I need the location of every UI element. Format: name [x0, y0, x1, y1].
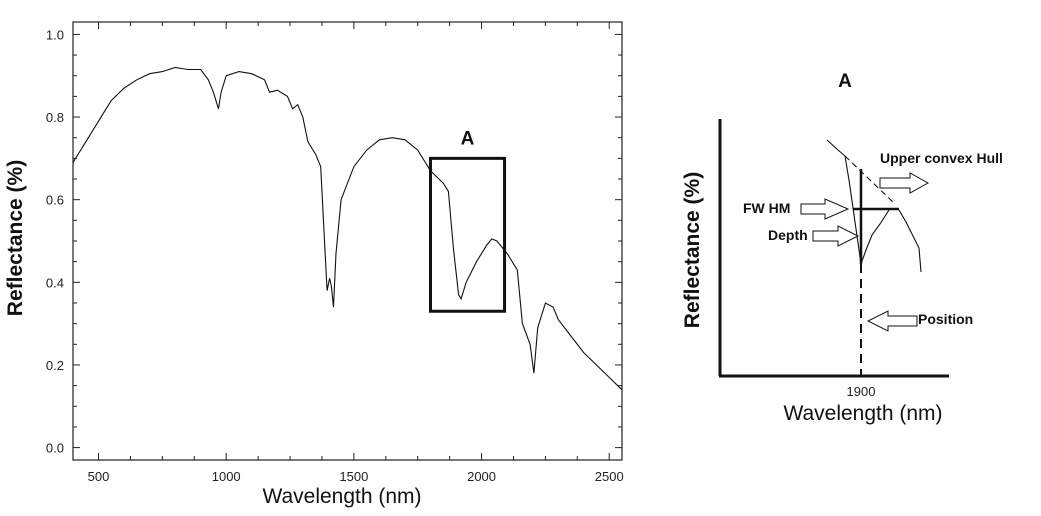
y-tick-label: 0.8	[46, 110, 64, 125]
y-tick-label: 0.0	[46, 441, 64, 456]
arrow-right-icon	[879, 172, 930, 194]
inset-y-axis-label: Reflectance (%)	[681, 172, 704, 328]
inset-title: A	[838, 71, 852, 92]
y-tick-label: 0.6	[46, 193, 64, 208]
x-tick-label: 1500	[339, 469, 368, 484]
arrow-left-icon	[866, 310, 918, 332]
upper-convex-hull-line	[844, 155, 895, 204]
fwhm-label: FW HM	[743, 200, 790, 216]
spectrum-continuation	[898, 209, 922, 273]
inset-x-tick-1900: 1900	[847, 384, 876, 399]
depth-label: Depth	[768, 227, 808, 243]
y-tick-label: 1.0	[46, 27, 64, 42]
x-axis-label: Wavelength (nm)	[262, 485, 421, 508]
position-label: Position	[918, 311, 973, 327]
inset-diagram-a: A 1900 Wavelength (nm) Reflectance (%) U…	[681, 71, 1003, 425]
region-a-label: A	[461, 128, 475, 149]
arrow-right-icon	[800, 198, 850, 220]
x-tick-label: 2500	[595, 469, 624, 484]
x-tick-label: 2000	[467, 469, 496, 484]
y-tick-label: 0.2	[46, 358, 64, 373]
upper-convex-hull-label: Upper convex Hull	[880, 150, 1003, 166]
region-a-box	[428, 156, 507, 313]
inset-x-axis-label: Wavelength (nm)	[783, 402, 942, 425]
y-axis-label: Reflectance (%)	[4, 160, 27, 316]
plot-frame	[72, 21, 623, 461]
spectrum-line	[72, 66, 623, 391]
x-tick-label: 500	[88, 469, 110, 484]
y-tick-label: 0.4	[46, 275, 64, 290]
x-tick-label: 1000	[212, 469, 241, 484]
arrow-right-icon	[812, 225, 860, 247]
